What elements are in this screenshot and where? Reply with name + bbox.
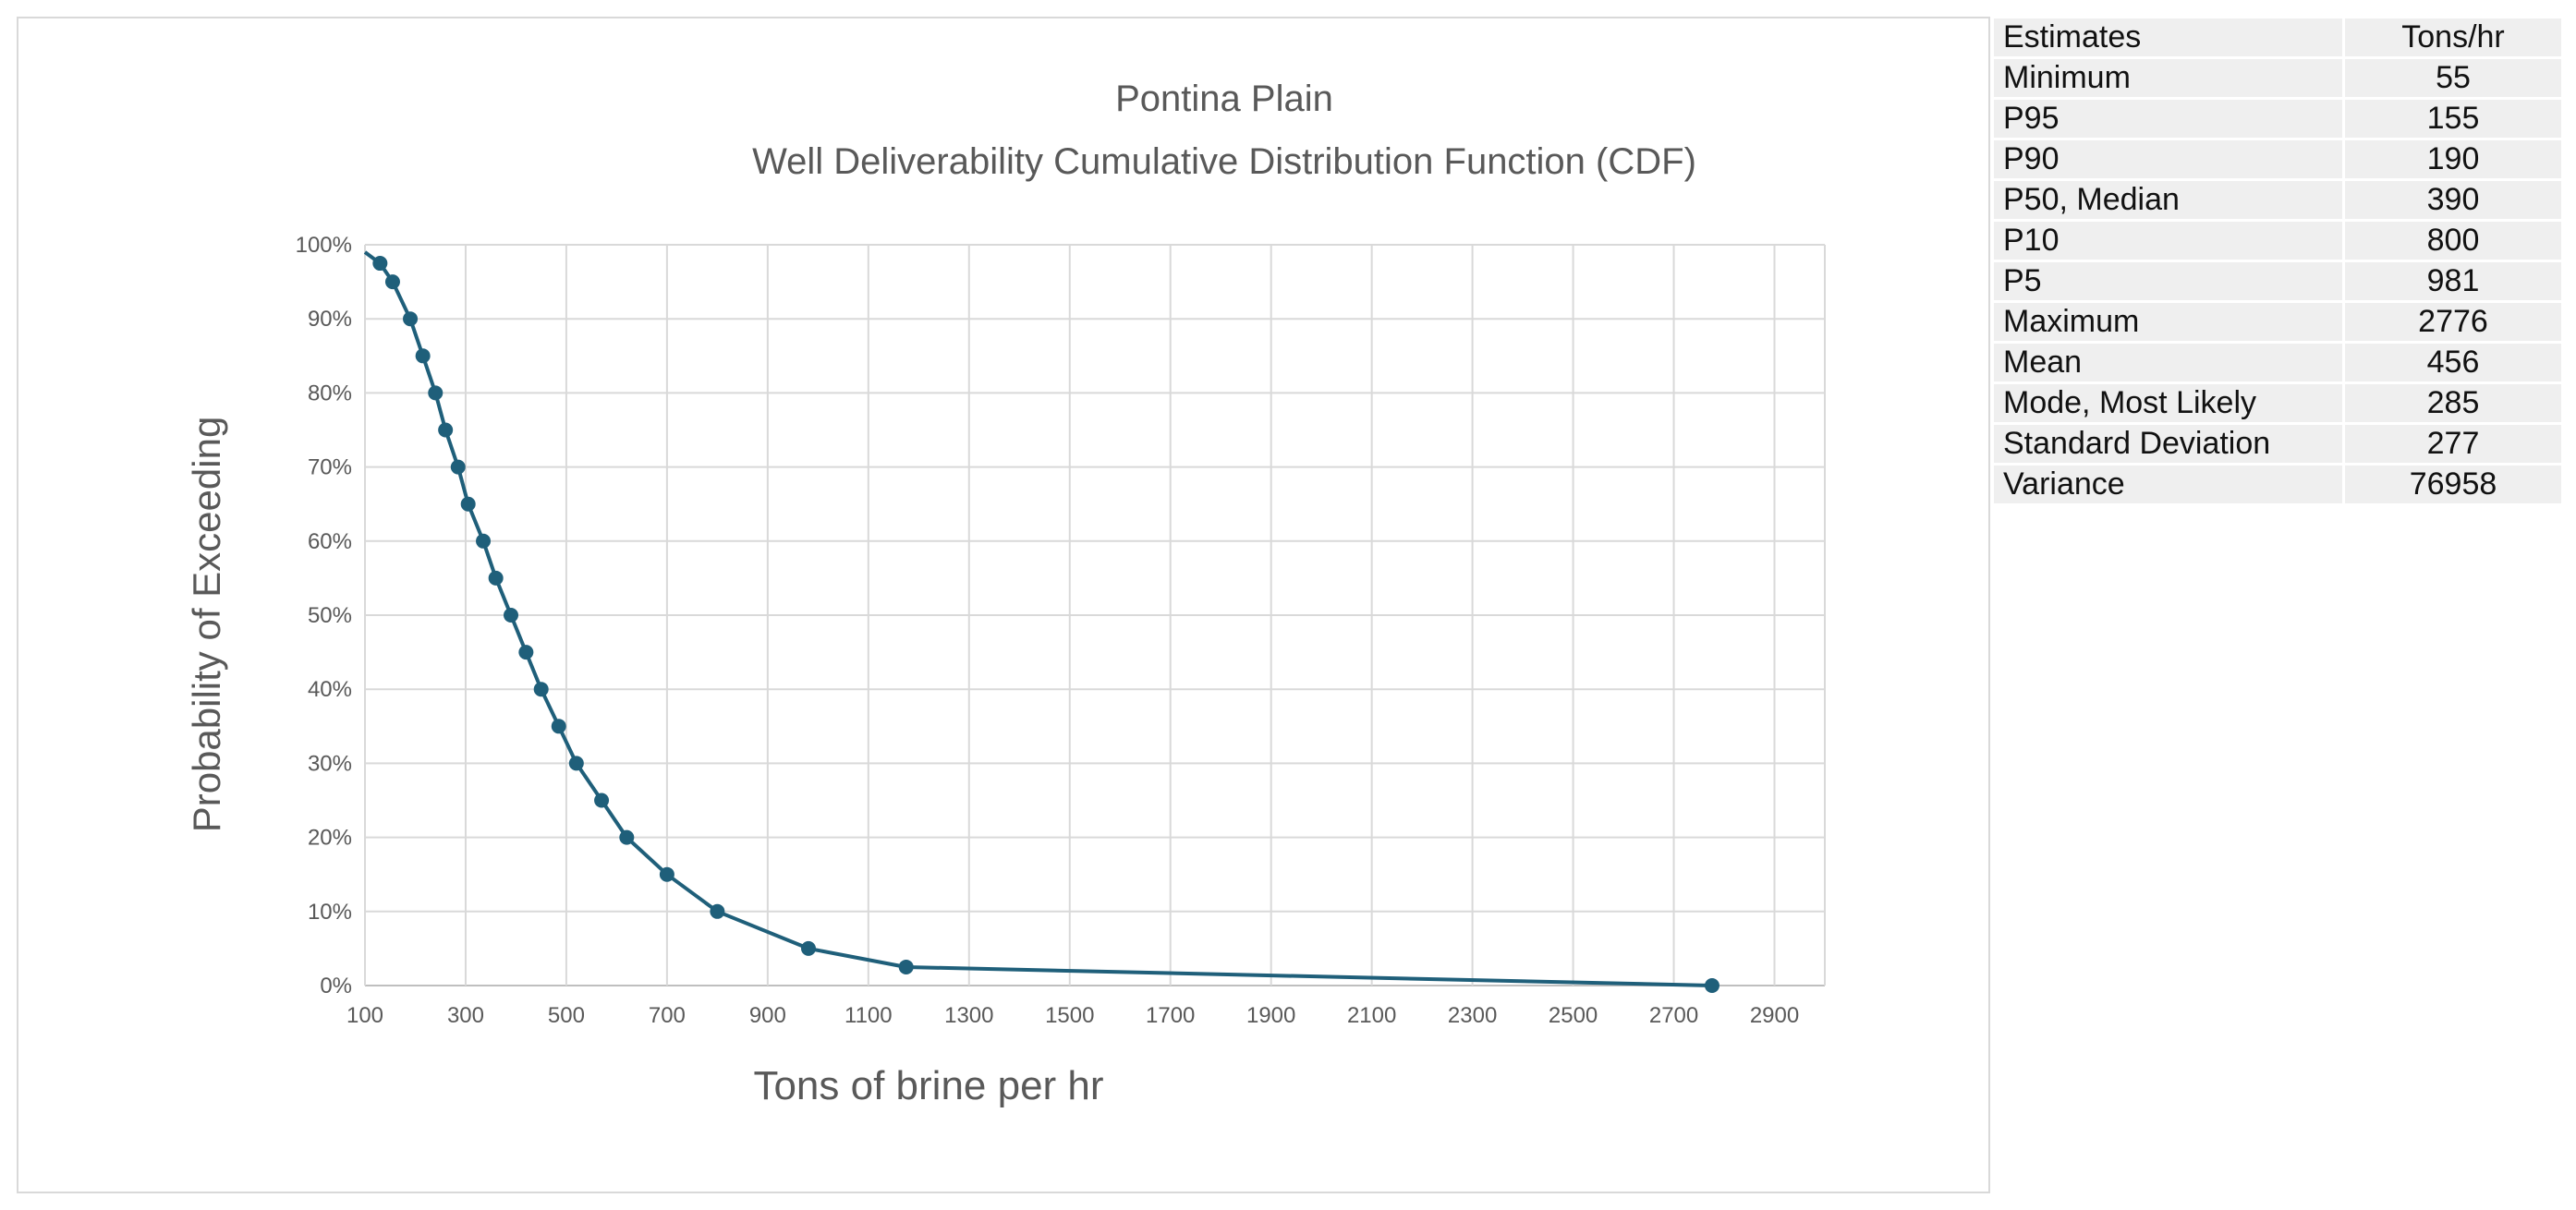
gridlines [364, 244, 1826, 986]
row-label: Mean [1991, 341, 2345, 384]
y-tick-label: 60% [308, 529, 352, 554]
x-tick-label: 300 [447, 1003, 484, 1028]
estimates-table: Estimates Tons/hr Minimum 55 P95 155 P90… [1991, 16, 2564, 506]
data-point [533, 682, 549, 697]
x-tick-label: 900 [749, 1003, 786, 1028]
x-tick-label: 2500 [1549, 1003, 1598, 1028]
data-point [800, 940, 816, 956]
y-tick-label: 50% [308, 603, 352, 628]
table-row: Maximum 2776 [1991, 300, 2564, 344]
row-value: 55 [2342, 56, 2564, 100]
data-point [384, 274, 400, 290]
y-tick-label: 90% [308, 307, 352, 332]
data-point [594, 793, 610, 808]
row-value: 277 [2342, 422, 2564, 466]
data-point [710, 903, 725, 919]
data-point [450, 459, 466, 475]
data-point [476, 533, 492, 549]
data-point [460, 496, 476, 512]
y-tick-label: 40% [308, 677, 352, 702]
data-point [619, 829, 635, 845]
x-axis-label: Tons of brine per hr [753, 1063, 1103, 1108]
row-value: 456 [2342, 341, 2564, 384]
y-tick-label: 10% [308, 900, 352, 925]
table-row: P10 800 [1991, 219, 2564, 262]
row-value: 190 [2342, 138, 2564, 181]
chart-title: Pontina Plain [1115, 79, 1333, 119]
table-row: Standard Deviation 277 [1991, 422, 2564, 466]
row-label: Maximum [1991, 300, 2345, 344]
x-tick-label: 2900 [1750, 1003, 1799, 1028]
data-point [488, 570, 504, 586]
chart-subtitle: Well Deliverability Cumulative Distribut… [752, 141, 1696, 182]
row-value: 155 [2342, 97, 2564, 140]
data-point [551, 719, 566, 734]
row-value: 76958 [2342, 463, 2564, 506]
chart-panel [17, 17, 1990, 1193]
row-value: 285 [2342, 381, 2564, 425]
row-label: Mode, Most Likely [1991, 381, 2345, 425]
series-curve [363, 250, 1719, 993]
x-tick-label: 1700 [1146, 1003, 1195, 1028]
row-label: P10 [1991, 219, 2345, 262]
data-point [518, 645, 534, 660]
data-point [372, 256, 388, 272]
y-tick-label: 0% [320, 974, 352, 998]
y-tick-label: 70% [308, 455, 352, 480]
y-axis-label: Probability of Exceeding [185, 417, 228, 833]
row-label: P50, Median [1991, 178, 2345, 222]
row-value: 800 [2342, 219, 2564, 262]
table-row: P50, Median 390 [1991, 178, 2564, 222]
x-tick-label: 1900 [1246, 1003, 1295, 1028]
x-tick-label: 700 [649, 1003, 686, 1028]
table-row: Mode, Most Likely 285 [1991, 381, 2564, 425]
row-value: 2776 [2342, 300, 2564, 344]
x-tick-label: 1300 [944, 1003, 993, 1028]
x-tick-label: 100 [346, 1003, 383, 1028]
table-row: P95 155 [1991, 97, 2564, 140]
x-tick-label: 2700 [1649, 1003, 1698, 1028]
data-point [403, 311, 419, 327]
x-tick-label: 500 [548, 1003, 585, 1028]
data-point [415, 348, 431, 364]
row-label: P5 [1991, 260, 2345, 303]
data-point [898, 959, 914, 974]
x-tick-label: 2100 [1347, 1003, 1396, 1028]
y-tick-label: 20% [308, 826, 352, 851]
x-tick-label: 2300 [1448, 1003, 1497, 1028]
table-row: Minimum 55 [1991, 56, 2564, 100]
data-point [504, 608, 518, 623]
x-tick-label: 1100 [844, 1003, 893, 1028]
table-row: P90 190 [1991, 138, 2564, 181]
tick-labels: 0% 10% 20% 30% 40% 50% 60% 70% 80% 90% 100% 100 300 5… [296, 233, 1800, 1028]
table-row: P5 981 [1991, 260, 2564, 303]
table-row: Variance 76958 [1991, 463, 2564, 506]
y-tick-label: 80% [308, 381, 352, 405]
row-label: P95 [1991, 97, 2345, 140]
row-label: Minimum [1991, 56, 2345, 100]
row-label: Variance [1991, 463, 2345, 506]
y-tick-label: 30% [308, 751, 352, 776]
row-label: Standard Deviation [1991, 422, 2345, 466]
data-point [438, 422, 454, 438]
table-header-row: Estimates Tons/hr [1991, 16, 2564, 59]
row-value: 390 [2342, 178, 2564, 222]
data-point [1704, 978, 1719, 993]
data-point [568, 756, 584, 771]
data-point [428, 385, 444, 401]
row-value: 981 [2342, 260, 2564, 303]
table-row: Mean 456 [1991, 341, 2564, 384]
cdf-chart: Pontina Plain Well Deliverability Cumula… [185, 79, 1826, 1108]
header-estimates: Estimates [1991, 16, 2345, 59]
header-tons-per-hr: Tons/hr [2342, 16, 2564, 59]
y-tick-label: 100% [296, 233, 352, 258]
row-label: P90 [1991, 138, 2345, 181]
x-tick-label: 1500 [1045, 1003, 1094, 1028]
data-point [659, 866, 674, 882]
